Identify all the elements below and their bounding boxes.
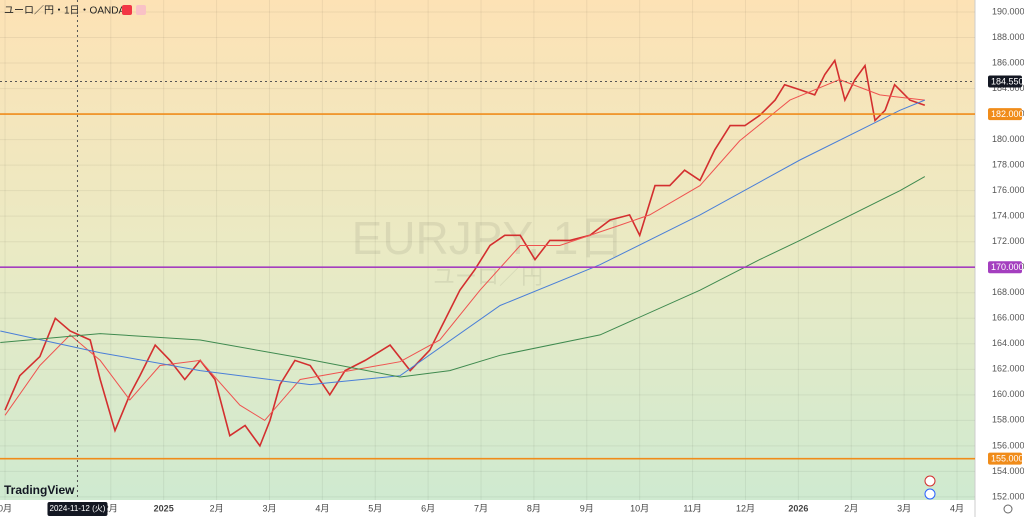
time-axis: [0, 500, 975, 517]
x-tick-label: 3月: [262, 503, 276, 513]
y-tick-label: 184.000: [992, 83, 1024, 93]
y-tick-label: 162.000: [992, 364, 1024, 374]
y-tick-label: 188.000: [992, 32, 1024, 42]
x-tick-label: 8月: [527, 503, 541, 513]
y-tick-label: 172.000: [992, 236, 1024, 246]
watermark: EURJPY, 1日: [352, 212, 625, 264]
crosshair-tag: [988, 75, 1022, 88]
event-icon[interactable]: [924, 475, 936, 487]
price-tag: [988, 261, 1022, 274]
y-tick-label: 164.000: [992, 338, 1024, 348]
y-tick-label: 160.000: [992, 389, 1024, 399]
y-tick-label: 154.000: [992, 466, 1024, 476]
price-tag-label: 170.000: [991, 262, 1024, 272]
x-tick-label: 6月: [421, 503, 435, 513]
x-tick-label: 5月: [368, 503, 382, 513]
x-tick-label: 9月: [580, 503, 594, 513]
x-tick-label: 11月: [683, 503, 701, 513]
x-tick-label: 2月: [104, 503, 118, 513]
settings-icon[interactable]: [1003, 504, 1013, 514]
x-tick-label: 2月: [210, 503, 224, 513]
x-tick-label: 10月: [630, 503, 649, 513]
price-line: [0, 99, 925, 386]
logo[interactable]: TradingView: [4, 483, 75, 497]
crosshair-price: 184.550: [991, 76, 1024, 86]
price-tag-label: 182.000: [991, 109, 1024, 119]
y-tick-label: 186.000: [992, 57, 1024, 67]
x-tick-label: 12月: [736, 503, 755, 513]
price-line: [4, 58, 926, 448]
x-tick-label: 2026: [788, 503, 808, 513]
price-tag-label: 155.000: [991, 454, 1024, 464]
y-tick-label: 178.000: [992, 160, 1024, 170]
event-icon[interactable]: [924, 488, 936, 500]
badge: [122, 5, 132, 15]
x-tick-label: 4月: [315, 503, 329, 513]
x-tick-label: 2月: [844, 503, 858, 513]
y-tick-label: 180.000: [992, 134, 1024, 144]
y-tick-label: 190.000: [992, 6, 1024, 16]
price-line: [4, 79, 925, 422]
crosshair-date: 2024-11-12 (火): [50, 504, 106, 513]
x-tick-label: 2025: [154, 503, 174, 513]
x-tick-label: 4月: [950, 503, 964, 513]
y-tick-label: 158.000: [992, 415, 1024, 425]
y-tick-label: 156.000: [992, 440, 1024, 450]
y-tick-label: 152.000: [992, 491, 1024, 501]
x-tick-label: 7月: [474, 503, 488, 513]
price-tag: [988, 452, 1022, 465]
crosshair-date-tag: [47, 502, 108, 516]
y-tick-label: 174.000: [992, 211, 1024, 221]
y-tick-label: 166.000: [992, 313, 1024, 323]
y-tick-label: 168.000: [992, 287, 1024, 297]
x-tick-label: 3月: [897, 503, 911, 513]
y-tick-label: 176.000: [992, 185, 1024, 195]
x-tick-label: 0月: [0, 503, 12, 513]
chart-title: ユーロ／円・1日・OANDA: [4, 5, 125, 17]
price-tag: [988, 108, 1022, 121]
badge: [136, 5, 146, 15]
price-line: [0, 176, 926, 378]
